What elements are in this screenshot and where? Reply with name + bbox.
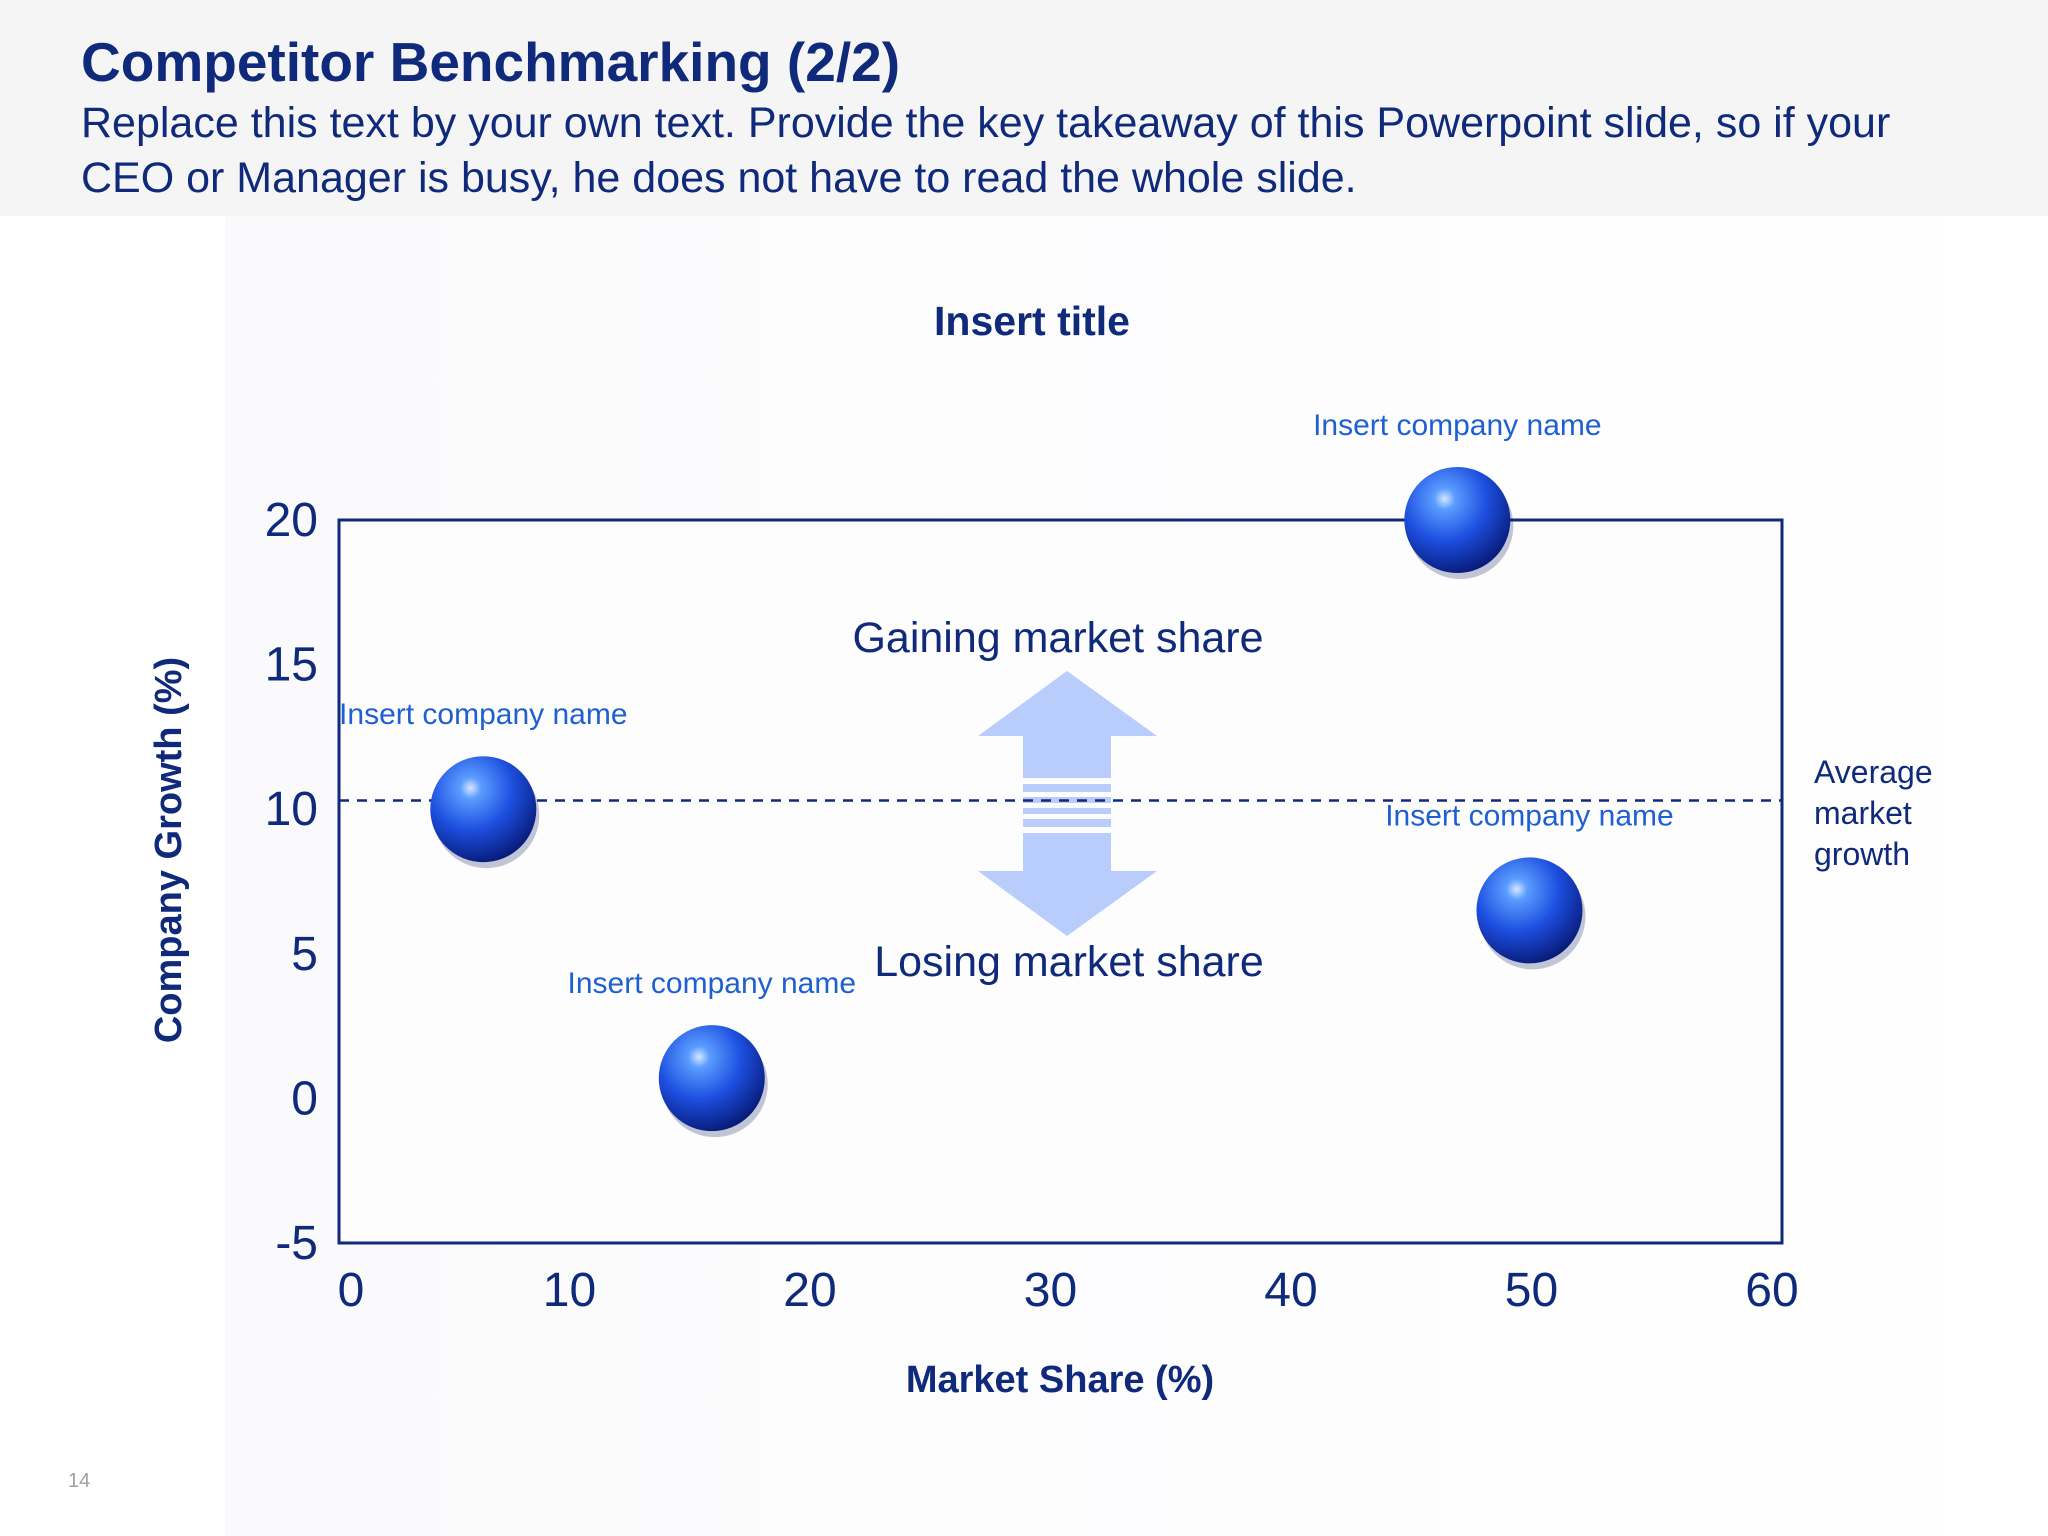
losing-share-label: Losing market share [874, 938, 1264, 986]
y-tick-label: 15 [265, 639, 318, 692]
data-points: Insert company name Insert company name In… [339, 409, 1674, 1138]
header-band [0, 0, 2048, 216]
y-tick-label: 0 [291, 1072, 318, 1125]
data-point [1404, 467, 1511, 573]
x-tick-labels: 0 10 20 30 40 50 60 [338, 1264, 1799, 1317]
chart-title: Insert title [934, 298, 1130, 344]
arrow-stripe [1023, 819, 1111, 827]
data-point-label: Insert company name [568, 967, 856, 1000]
data-point-label: Insert company name [1313, 409, 1601, 442]
y-tick-label: 20 [265, 494, 318, 547]
data-point [430, 756, 537, 863]
x-axis-label: Market Share (%) [906, 1359, 1214, 1401]
y-tick-label: -5 [275, 1217, 318, 1270]
y-tick-label: 10 [265, 783, 318, 836]
arrow-stripe [1023, 808, 1111, 814]
arrow-stripe [1023, 784, 1111, 792]
slide-subtitle: Replace this text by your own text. Prov… [81, 99, 1891, 202]
average-growth-label-line: Average [1814, 754, 1933, 790]
gaining-share-label: Gaining market share [852, 614, 1263, 662]
arrow-down [978, 833, 1157, 936]
x-tick-label: 60 [1745, 1264, 1798, 1317]
x-tick-label: 40 [1264, 1264, 1317, 1317]
x-tick-label: 10 [543, 1264, 596, 1317]
average-growth-label-line: growth [1814, 836, 1910, 872]
slide-title: Competitor Benchmarking (2/2) [81, 31, 901, 93]
y-axis-label: Company Growth (%) [148, 657, 190, 1043]
average-growth-label: Average market growth [1814, 754, 1942, 872]
y-tick-labels: -5 0 5 10 15 20 [265, 494, 318, 1270]
x-tick-label: 20 [783, 1264, 836, 1317]
data-point-label: Insert company name [1385, 799, 1673, 832]
data-point [658, 1025, 765, 1132]
arrow-up [978, 671, 1157, 778]
data-point-label: Insert company name [339, 698, 627, 731]
page-number: 14 [68, 1470, 91, 1492]
x-tick-label: 0 [338, 1264, 365, 1317]
average-growth-label-line: market [1814, 795, 1912, 831]
y-tick-label: 5 [291, 928, 318, 981]
x-tick-label: 50 [1505, 1264, 1558, 1317]
x-tick-label: 30 [1024, 1264, 1077, 1317]
data-point [1476, 857, 1583, 964]
